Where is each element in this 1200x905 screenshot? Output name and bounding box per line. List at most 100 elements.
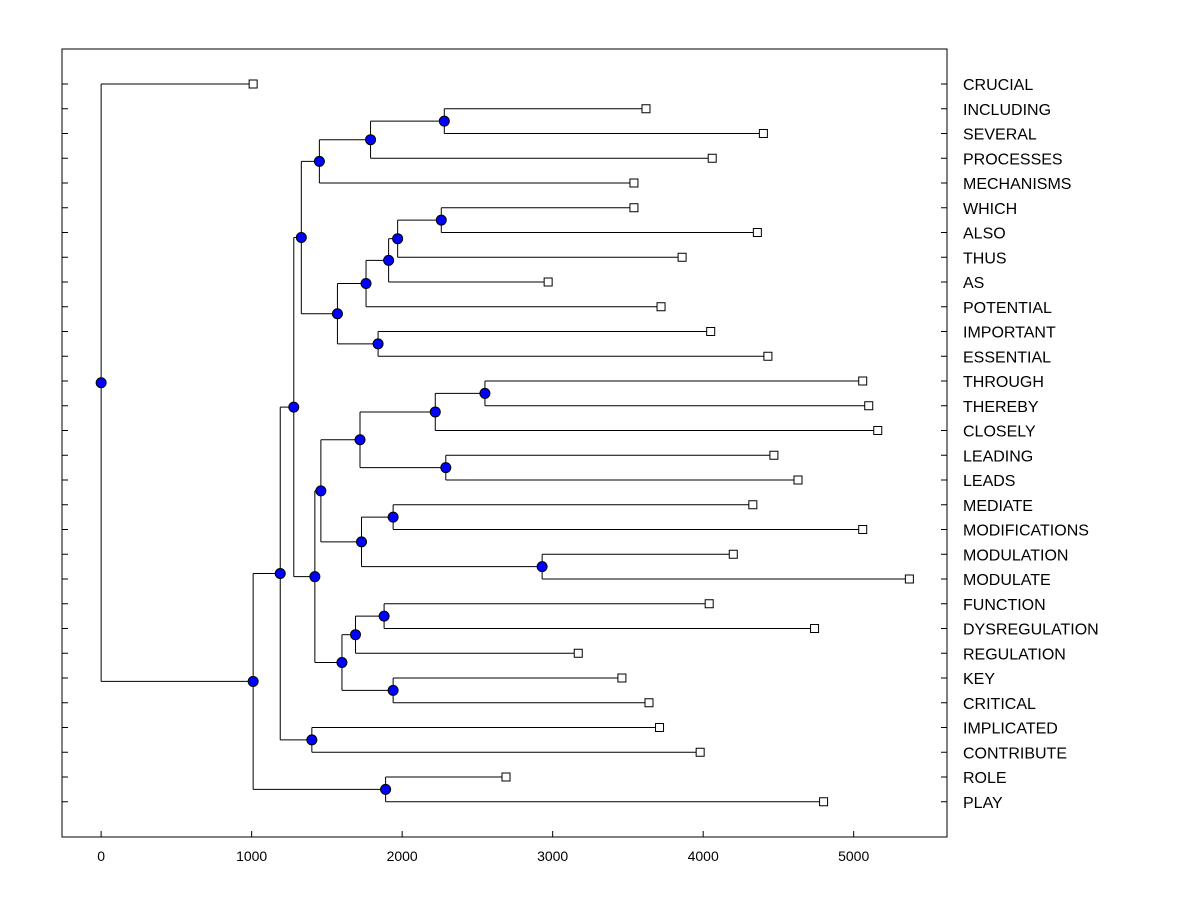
leaf-marker-through xyxy=(858,376,868,386)
leaf-label-including: INCLUDING xyxy=(963,102,1051,119)
merge-node-n18 xyxy=(315,485,327,497)
x-tick-label: 3000 xyxy=(537,848,568,864)
merge-node-n24 xyxy=(288,401,300,413)
leaf-marker-play xyxy=(819,797,829,807)
leaf-label-crucial: CRUCIAL xyxy=(963,77,1033,94)
leaf-marker-including xyxy=(641,104,651,114)
merge-node-n16 xyxy=(536,561,548,573)
leaf-label-thus: THUS xyxy=(963,250,1007,267)
merge-node-n28 xyxy=(247,675,259,687)
x-tick-label: 4000 xyxy=(688,848,719,864)
leaf-label-play: PLAY xyxy=(963,795,1003,812)
leaf-marker-modulation xyxy=(728,549,738,559)
merge-node-n21 xyxy=(387,684,399,696)
leaf-label-which: WHICH xyxy=(963,201,1017,218)
leaf-marker-role xyxy=(501,772,511,782)
leaf-label-function: FUNCTION xyxy=(963,597,1046,614)
leaf-label-dysregulation: DYSREGULATION xyxy=(963,622,1099,639)
merge-node-n7 xyxy=(360,278,372,290)
merge-node-n14 xyxy=(354,434,366,446)
leaf-label-implicated: IMPLICATED xyxy=(963,721,1058,738)
merge-node-n19 xyxy=(378,610,390,622)
merge-node-n13 xyxy=(440,462,452,474)
leaf-marker-function xyxy=(704,599,714,609)
merge-node-n25 xyxy=(306,734,318,746)
leaf-label-key: KEY xyxy=(963,671,995,688)
leaf-marker-modifications xyxy=(858,525,868,534)
merge-node-n12 xyxy=(429,406,441,418)
merge-node-n2 xyxy=(365,134,377,146)
merge-node-n10 xyxy=(295,232,307,244)
x-tick-label: 5000 xyxy=(838,848,869,864)
merge-node-n6 xyxy=(383,254,395,266)
leaf-labels: CRUCIAL INCLUDING SEVERAL PROCESSES MECHANIS… xyxy=(963,77,1099,812)
leaf-label-modulate: MODULATE xyxy=(963,572,1051,589)
leaf-marker-modulate xyxy=(904,574,914,584)
merge-node-n26 xyxy=(274,567,286,579)
leaf-marker-potential xyxy=(656,302,666,312)
leaf-marker-thus xyxy=(677,252,687,262)
x-tick-label: 2000 xyxy=(387,848,418,864)
x-axis: 0 1000 2000 3000 4000 5000 xyxy=(97,831,869,864)
leaf-label-mediate: MEDIATE xyxy=(963,498,1033,515)
leaf-marker-leading xyxy=(769,450,779,460)
merge-node-n5 xyxy=(392,233,404,245)
leaf-marker-key xyxy=(617,673,627,683)
leaf-marker-leads xyxy=(793,475,803,485)
branch-lines xyxy=(100,83,910,803)
leaf-marker-mechanisms xyxy=(629,178,639,188)
merge-node-n11 xyxy=(479,387,491,399)
leaf-marker-closely xyxy=(873,426,883,435)
leaf-marker-essential xyxy=(763,351,773,361)
leaf-marker-important xyxy=(706,327,716,336)
leaf-marker-regulation xyxy=(573,648,583,658)
leaf-label-potential: POTENTIAL xyxy=(963,300,1052,317)
merge-node-n8 xyxy=(372,338,384,350)
leaf-marker-thereby xyxy=(864,401,874,411)
leaf-label-regulation: REGULATION xyxy=(963,646,1066,663)
leaf-label-important: IMPORTANT xyxy=(963,325,1056,342)
leaf-label-mechanisms: MECHANISMS xyxy=(963,176,1071,193)
leaf-marker-critical xyxy=(644,698,654,708)
leaf-marker-which xyxy=(629,203,639,213)
plot-frame xyxy=(61,48,948,838)
merge-node-n17 xyxy=(356,536,368,548)
leaf-marker-mediate xyxy=(748,500,758,510)
merge-node-n15 xyxy=(387,511,399,523)
leaf-label-leading: LEADING xyxy=(963,448,1033,465)
leaf-marker-as xyxy=(543,277,553,287)
merge-node-root xyxy=(95,377,107,389)
merge-node-n3 xyxy=(313,155,325,167)
leaf-marker-dysregulation xyxy=(810,624,820,633)
merge-node-n23 xyxy=(309,571,321,583)
merge-node-n22 xyxy=(336,657,348,669)
merge-node-n9 xyxy=(331,308,343,320)
leaf-label-contribute: CONTRIBUTE xyxy=(963,745,1067,762)
leaf-marker-crucial xyxy=(248,79,258,89)
y-tick-marks xyxy=(62,83,947,803)
leaf-label-thereby: THEREBY xyxy=(963,399,1039,416)
x-tick-label: 0 xyxy=(97,848,105,864)
x-tick-label: 1000 xyxy=(236,848,267,864)
leaf-marker-also xyxy=(752,228,762,237)
leaf-label-critical: CRITICAL xyxy=(963,696,1036,713)
leaf-label-essential: ESSENTIAL xyxy=(963,349,1051,366)
merge-node-n1 xyxy=(438,115,450,127)
leaf-marker-several xyxy=(758,129,768,138)
merge-node-n20 xyxy=(349,629,361,641)
leaf-label-as: AS xyxy=(963,275,984,292)
leaf-marker-contribute xyxy=(695,747,705,757)
merge-node-n27 xyxy=(380,783,392,795)
node-markers xyxy=(95,79,914,807)
leaf-marker-implicated xyxy=(655,723,665,732)
leaf-label-processes: PROCESSES xyxy=(963,151,1063,168)
leaf-label-modifications: MODIFICATIONS xyxy=(963,523,1089,540)
leaf-label-role: ROLE xyxy=(963,770,1007,787)
leaf-label-closely: CLOSELY xyxy=(963,424,1036,441)
leaf-label-leads: LEADS xyxy=(963,473,1015,490)
leaf-marker-processes xyxy=(707,153,717,163)
merge-node-n4 xyxy=(435,214,447,226)
leaf-label-modulation: MODULATION xyxy=(963,547,1068,564)
